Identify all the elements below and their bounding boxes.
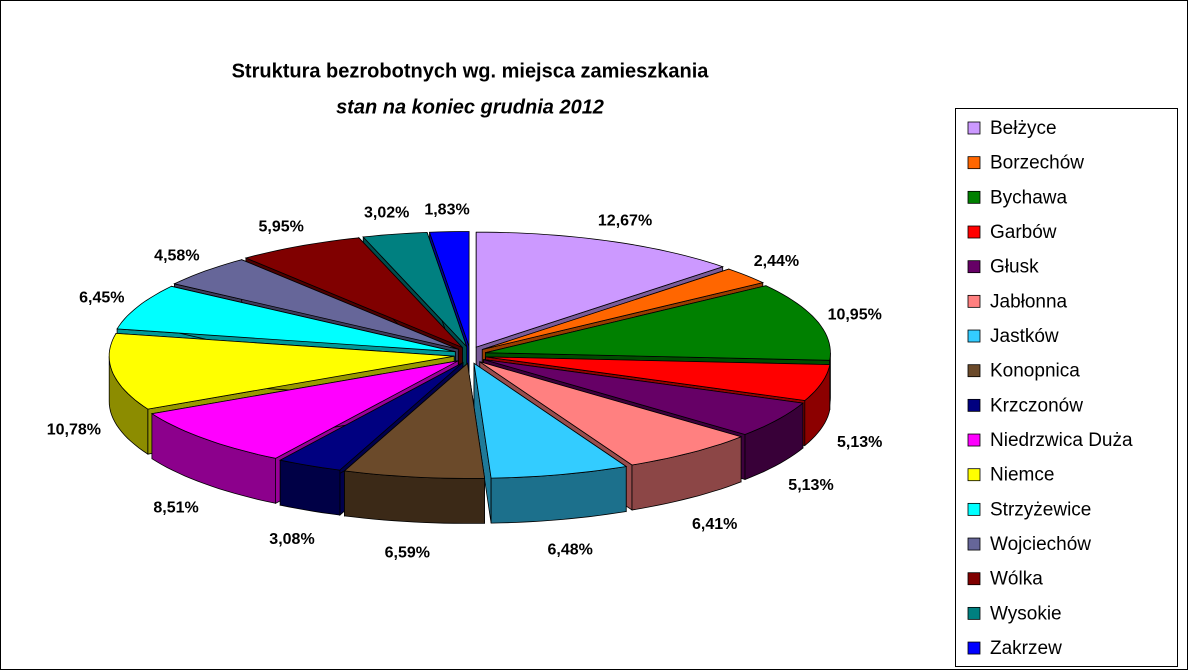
slice [485, 285, 831, 361]
legend-label: Bychawa [990, 187, 1068, 208]
legend-label: Borzechów [990, 153, 1084, 174]
legend-swatch [967, 433, 981, 447]
slice [150, 360, 459, 459]
legend-swatch [967, 329, 981, 343]
data-label: 12,67% [598, 213, 652, 230]
legend-label: Bełżyce [990, 118, 1057, 139]
legend-label: Jastków [990, 326, 1059, 347]
slice [483, 359, 804, 435]
legend-swatch [967, 364, 981, 378]
data-label: 5,13% [837, 434, 882, 451]
slice [279, 362, 464, 471]
legend-swatch [967, 537, 981, 551]
slice [475, 231, 724, 348]
slice [473, 362, 628, 524]
legend-swatch [967, 606, 981, 620]
data-label: 10,78% [47, 421, 101, 438]
legend-label: Konopnica [990, 361, 1080, 382]
legend-label: Zakrzew [990, 638, 1062, 659]
legend-label: Krzczonów [990, 395, 1083, 416]
legend-swatch [967, 225, 981, 239]
legend-box [955, 108, 1178, 667]
legend-label: Jabłonna [990, 291, 1068, 312]
legend-label: Niedrzwica Duża [990, 430, 1133, 451]
data-label: 6,41% [692, 516, 737, 533]
slice [428, 231, 470, 347]
slice [482, 268, 765, 350]
slice [473, 362, 628, 479]
data-label: 8,51% [153, 500, 198, 517]
legend-swatch [967, 156, 981, 170]
legend-label: Wojciechów [990, 534, 1091, 555]
legend-label: Wysokie [990, 603, 1062, 624]
legend-swatch [967, 294, 981, 308]
legend-swatch [967, 468, 981, 482]
slice [362, 231, 468, 347]
legend-swatch [967, 398, 981, 412]
legend-label: Garbów [990, 222, 1057, 243]
data-label: 10,95% [828, 307, 882, 324]
data-label: 5,95% [258, 218, 303, 235]
legend-swatch [967, 641, 981, 655]
legend-swatch [967, 502, 981, 516]
slice [485, 356, 831, 401]
legend-label: Głusk [990, 257, 1039, 278]
data-label: 6,45% [79, 290, 124, 307]
data-label: 2,44% [754, 253, 799, 270]
slice [173, 259, 459, 350]
legend-swatch [967, 572, 981, 586]
slice [116, 285, 456, 353]
data-label: 3,02% [364, 204, 409, 221]
data-label: 4,58% [154, 248, 199, 265]
slice [244, 237, 463, 348]
data-label: 6,59% [385, 544, 430, 561]
data-label: 3,08% [269, 531, 314, 548]
data-label: 1,83% [424, 201, 469, 218]
legend-label: Strzyżewice [990, 499, 1091, 520]
slice [343, 362, 486, 524]
legend-label: Wólka [990, 569, 1043, 590]
chart-subtitle: stan na koniec grudnia 2012 [336, 96, 604, 118]
legend-swatch [967, 260, 981, 274]
legend-label: Niemce [990, 465, 1054, 486]
slice [108, 332, 455, 410]
slice [343, 362, 486, 479]
data-label: 6,48% [548, 542, 593, 559]
legend-swatch [967, 121, 981, 135]
chart-title: Struktura bezrobotnych wg. miejsca zamie… [232, 60, 710, 82]
legend-swatch [967, 190, 981, 204]
slice [479, 361, 743, 466]
data-label: 5,13% [788, 477, 833, 494]
